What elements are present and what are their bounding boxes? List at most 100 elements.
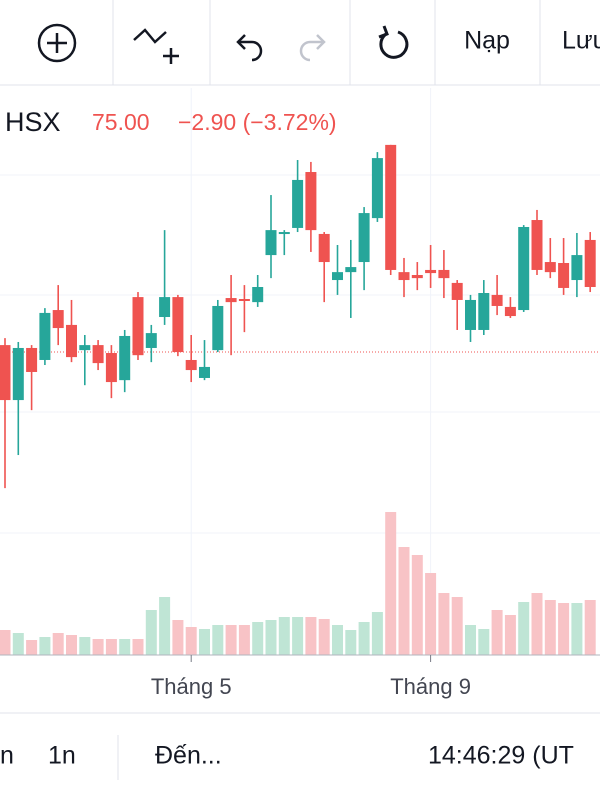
volume-bar <box>411 555 423 655</box>
volume-bar <box>105 639 117 655</box>
volume-bar <box>265 620 277 655</box>
candle-body <box>292 179 304 228</box>
candle-body <box>451 282 463 300</box>
volume-bar <box>584 600 596 655</box>
volume-bar <box>278 617 290 655</box>
volume-bar <box>371 612 383 655</box>
candle-body <box>26 347 38 372</box>
exchange: HSX <box>5 107 61 137</box>
candle-body <box>185 359 197 371</box>
range-button[interactable]: 1n <box>48 742 76 770</box>
volume-bar <box>544 600 556 655</box>
candle-body <box>398 272 410 281</box>
volume-bar <box>425 573 437 655</box>
candle-body <box>544 262 556 273</box>
reset-button[interactable] <box>378 25 409 59</box>
candle-body <box>385 144 397 270</box>
candle-body <box>425 269 437 274</box>
add-button[interactable] <box>37 23 77 63</box>
indicator-button[interactable] <box>133 28 179 64</box>
candle-body <box>411 274 423 279</box>
range-button[interactable]: n <box>0 742 14 770</box>
volume-bar <box>185 627 197 655</box>
candle-body <box>504 306 516 317</box>
volume-bar <box>531 593 543 655</box>
candle-body <box>252 287 264 303</box>
volume-bar <box>571 603 583 655</box>
volume-bar <box>345 630 357 655</box>
candle-body <box>518 226 530 311</box>
candle-body <box>52 310 64 329</box>
candle-body <box>531 220 543 270</box>
last-price: 75.00 <box>92 109 150 135</box>
redo-button[interactable] <box>299 34 326 62</box>
candle-body <box>332 272 343 281</box>
volume-bar <box>212 625 224 655</box>
candle-body <box>265 230 277 256</box>
candle-body <box>66 324 77 358</box>
candle-body <box>238 299 250 302</box>
candle-body <box>0 345 11 401</box>
grid <box>0 174 600 534</box>
candle-body <box>79 345 91 351</box>
volume-bar <box>199 629 210 655</box>
load-button[interactable]: Nạp <box>464 27 510 55</box>
goto-button[interactable]: Đến... <box>155 742 222 770</box>
save-button[interactable]: Lưu <box>562 27 600 55</box>
candle-body <box>119 335 131 381</box>
volume-bar <box>132 639 144 655</box>
candle-body <box>278 232 290 235</box>
volume-bar <box>478 629 490 655</box>
candle-body <box>172 297 184 353</box>
volume-bar <box>438 593 450 655</box>
candle-body <box>132 297 144 356</box>
volume-bar <box>119 639 131 655</box>
volume-bar <box>465 625 476 655</box>
candle-body <box>558 262 570 288</box>
candle-body <box>318 233 330 263</box>
volume-bar <box>79 637 91 655</box>
x-tick-label: Tháng 9 <box>390 674 471 699</box>
candle-body <box>105 353 117 383</box>
candle-body <box>12 347 24 401</box>
candle-body <box>345 267 357 273</box>
candle-body <box>478 293 490 330</box>
candle-body <box>212 305 224 351</box>
candle-body <box>39 312 51 360</box>
volume-bar <box>238 625 250 655</box>
volume-bar <box>292 617 304 655</box>
volume-bar <box>12 633 24 655</box>
candle-body <box>438 269 450 279</box>
toolbar <box>0 0 600 86</box>
volume-bar <box>26 640 38 655</box>
undo-button[interactable] <box>236 34 263 62</box>
volume-bar <box>558 603 570 655</box>
volume-bar <box>518 602 530 655</box>
plot <box>0 88 600 655</box>
volume-bar <box>504 615 516 655</box>
volume-bar <box>385 512 397 655</box>
candle-body <box>199 366 210 378</box>
volume-bar <box>0 630 11 655</box>
volume-bar <box>172 620 184 655</box>
candle-body <box>571 255 583 281</box>
volume-bar <box>398 547 410 655</box>
x-tick-label: Tháng 5 <box>151 674 232 699</box>
volume-bar <box>332 625 343 655</box>
volume-bar <box>305 617 317 655</box>
price-change: −2.90 (−3.72%) <box>178 109 337 135</box>
volume-bar <box>225 625 237 655</box>
clock: 14:46:29 (UT <box>428 742 574 770</box>
volume-bar <box>491 610 503 655</box>
volume-bar <box>52 633 64 655</box>
volume-bar <box>92 639 104 655</box>
volume-bar <box>145 610 157 655</box>
candle-body <box>159 297 171 318</box>
volume-bar <box>39 637 51 655</box>
candle-body <box>92 345 104 364</box>
volume-bar <box>66 635 77 655</box>
candle-body <box>465 299 476 330</box>
volume-bar <box>318 619 330 655</box>
volume-bar <box>252 622 264 655</box>
candle-body <box>305 172 317 231</box>
